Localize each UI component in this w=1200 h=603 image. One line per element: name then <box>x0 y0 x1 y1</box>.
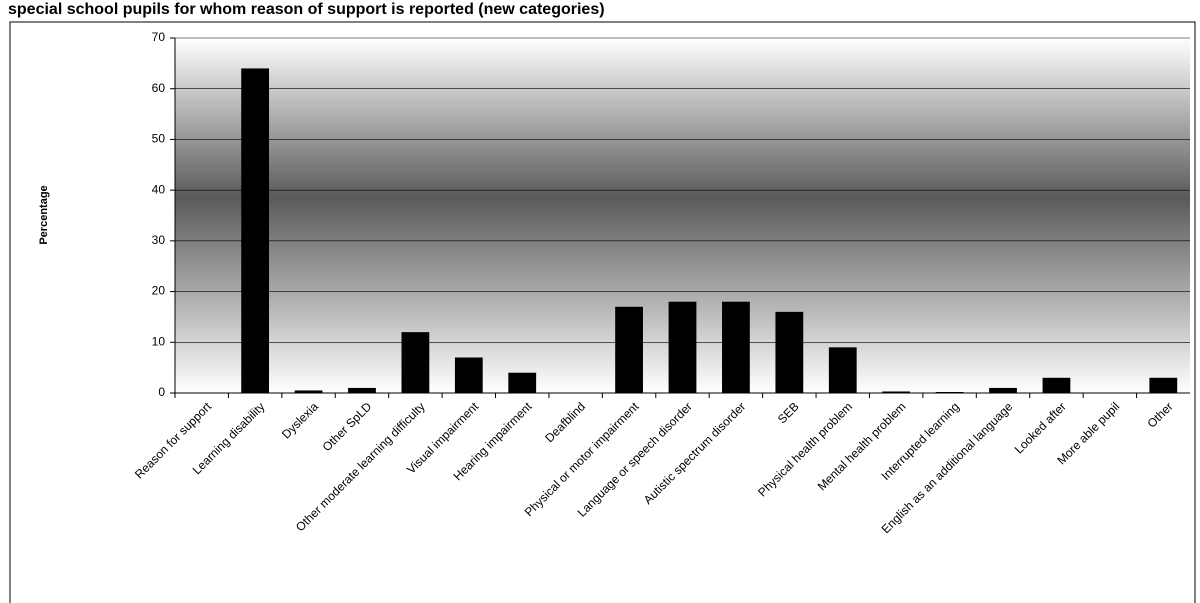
y-tick-label: 60 <box>152 81 166 95</box>
x-tick-label: Mental health problem <box>815 399 909 493</box>
bar <box>722 301 750 393</box>
x-tick-label: Looked after <box>1012 399 1069 456</box>
bar <box>935 391 964 393</box>
bar <box>828 347 857 393</box>
x-tick-label: Physical or motor impairment <box>522 399 642 519</box>
y-tick-label: 40 <box>152 182 166 196</box>
bar <box>615 306 643 393</box>
bar <box>294 390 323 393</box>
bar <box>882 391 911 393</box>
x-tick-label: Autistic spectrum disorder <box>641 399 749 507</box>
y-tick-label: 30 <box>152 233 166 247</box>
x-tick-label: SEB <box>775 399 802 426</box>
x-tick-label: Deafblind <box>542 399 588 445</box>
y-tick-label: 20 <box>152 284 166 298</box>
bar <box>775 311 804 393</box>
chart-title: special school pupils for whom reason of… <box>8 1 605 18</box>
y-tick-label: 0 <box>158 385 165 399</box>
x-tick-label: Physical health problem <box>755 399 855 499</box>
y-tick-label: 50 <box>152 132 166 146</box>
bar <box>241 68 270 393</box>
bar <box>401 332 430 393</box>
chart-frame <box>9 21 1196 603</box>
x-tick-label: Language or speech disorder <box>575 399 695 519</box>
x-tick-label: Other SpLD <box>320 399 375 454</box>
x-tick-label: Other <box>1145 399 1176 430</box>
bar <box>454 357 483 393</box>
y-axis-label: Percentage <box>38 185 50 244</box>
bar <box>1042 377 1071 393</box>
bar <box>348 387 376 393</box>
bar <box>989 387 1017 393</box>
y-tick-label: 70 <box>152 30 166 44</box>
bar <box>668 301 697 393</box>
y-tick-label: 10 <box>152 334 166 348</box>
bar <box>508 372 537 393</box>
x-tick-label: Dyslexia <box>279 399 321 441</box>
bar <box>1149 377 1178 393</box>
